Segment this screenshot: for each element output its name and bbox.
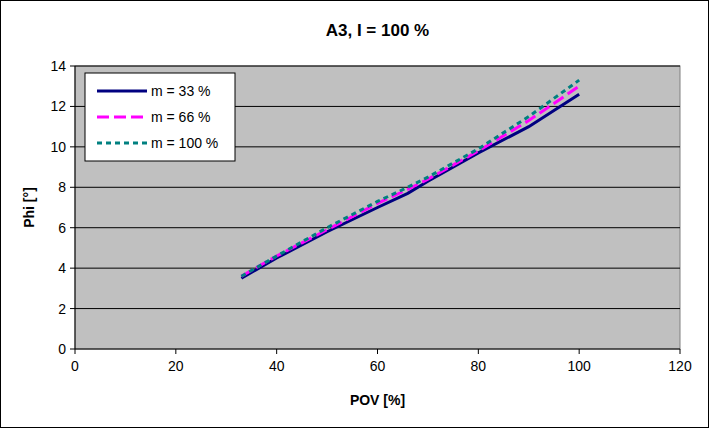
x-axis-label: POV [%] [350,392,405,408]
y-tick-label: 10 [50,139,66,155]
x-tick-label: 20 [168,358,184,374]
series-group [241,80,579,278]
grid-line [75,227,680,228]
grid-line [75,66,680,67]
chart-root: 0 2 4 6 8 10 12 14 0 20 40 60 80 100 120 m = 33 % m = 66… [0,0,709,428]
y-axis-label: Phi [°] [21,187,37,228]
y-tick [70,227,75,228]
y-tick-label: 8 [58,179,66,195]
y-tick [70,268,75,269]
chart-frame [1,1,709,428]
y-tick-label: 14 [50,58,66,74]
legend-swatch [97,116,147,119]
x-tick-label: 60 [370,358,386,374]
grid-line [75,187,680,188]
chart-svg: 0 2 4 6 8 10 12 14 0 20 40 60 80 100 120 m = 33 % m = 66… [0,0,709,428]
y-tick-label: 4 [58,260,66,276]
y-tick-label: 2 [58,301,66,317]
y-tick [70,106,75,107]
series-line [241,80,579,276]
y-tick-label: 6 [58,220,66,236]
x-tick [680,349,681,354]
x-tick-label: 80 [471,358,487,374]
x-tick [276,349,277,354]
y-tick-label: 0 [58,341,66,357]
legend-label: m = 66 % [151,109,211,125]
legend-swatch [97,142,147,145]
grid-line [75,268,680,269]
x-tick-label: 100 [567,358,591,374]
x-tick-label: 120 [668,358,692,374]
x-tick [377,349,378,354]
x-tick-label: 40 [269,358,285,374]
x-tick [175,349,176,354]
legend-swatch [97,90,147,93]
grid-line [75,308,680,309]
y-tick [70,187,75,188]
x-tick [75,349,76,354]
y-tick [70,66,75,67]
chart-title: A3, I = 100 % [326,21,429,40]
x-tick-label: 0 [71,358,79,374]
x-tick [478,349,479,354]
y-tick [70,308,75,309]
y-axis [75,66,76,349]
y-tick [70,349,75,350]
x-tick [579,349,580,354]
y-tick [70,146,75,147]
legend-label: m = 100 % [151,135,218,151]
plot-area [75,66,680,349]
y-tick-label: 12 [50,98,66,114]
x-axis [75,349,680,350]
legend-label: m = 33 % [151,83,211,99]
legend-box [85,73,235,161]
